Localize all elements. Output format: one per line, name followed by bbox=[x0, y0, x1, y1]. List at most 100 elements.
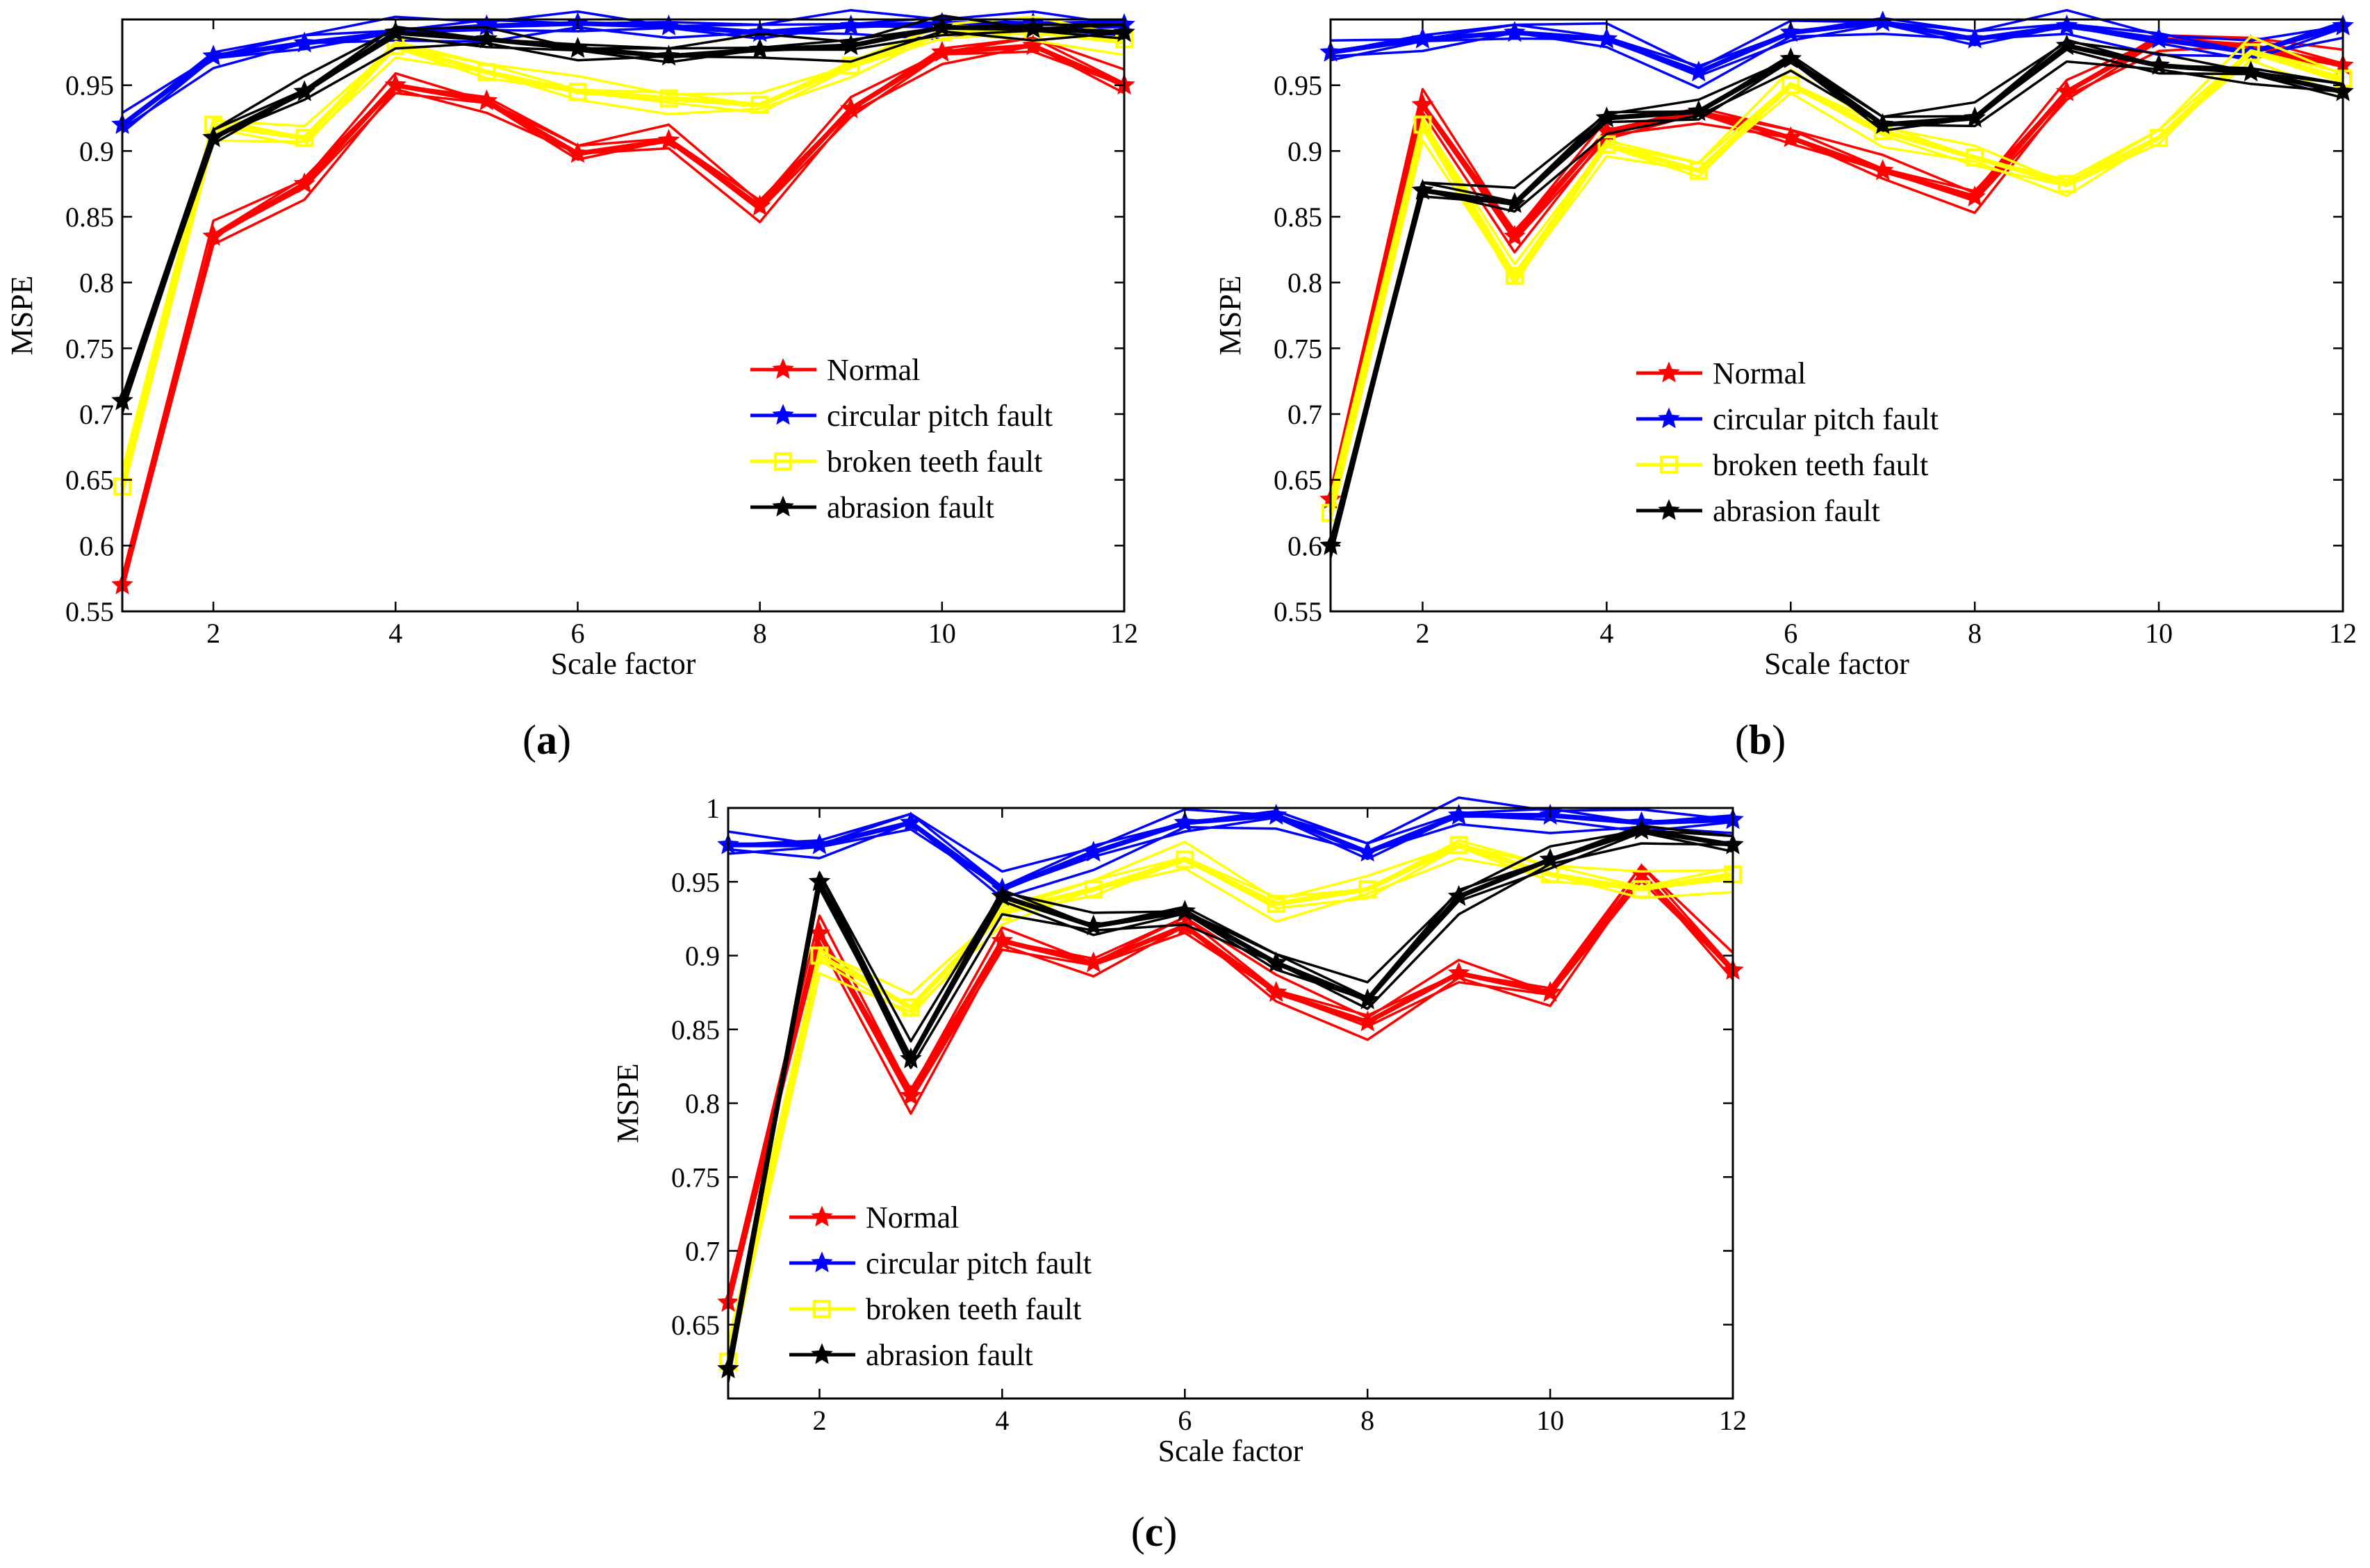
legend: Normal circular pitch fault broken teeth f… bbox=[1636, 356, 1939, 528]
y-tick-label: 0.8 bbox=[79, 267, 114, 299]
data-point bbox=[1411, 93, 1434, 115]
data-point bbox=[1411, 27, 1434, 49]
x-tick-label: 6 bbox=[570, 618, 584, 649]
data-point bbox=[1358, 880, 1377, 898]
data-point bbox=[1539, 980, 1561, 1002]
series-broken-teeth-fault bbox=[719, 836, 1742, 1371]
x-tick-label: 2 bbox=[812, 1405, 826, 1436]
data-point bbox=[991, 929, 1014, 950]
series-normal bbox=[111, 34, 1135, 595]
axes-frame bbox=[121, 18, 1126, 613]
series-normal bbox=[717, 862, 1744, 1312]
chart-panel-c: 2 4 6 8 10 12 0.65 0.7 0.75 0.8 0.85 0.9 0.95 1 Scale … bbox=[611, 793, 1747, 1555]
data-point bbox=[2150, 129, 2169, 147]
x-tick-label: 10 bbox=[2145, 618, 2173, 649]
legend-marker bbox=[772, 358, 794, 379]
data-point bbox=[568, 83, 587, 101]
y-tick-label: 0.65 bbox=[65, 465, 114, 496]
y-tick-label: 0.65 bbox=[1274, 465, 1322, 496]
data-point bbox=[202, 126, 224, 147]
y-tick-label: 0.6 bbox=[1287, 530, 1322, 561]
y-tick-label: 0.85 bbox=[671, 1014, 720, 1046]
data-point bbox=[841, 56, 860, 75]
series-line bbox=[1329, 38, 2344, 543]
data-point bbox=[1083, 914, 1105, 936]
panel-label: (a) bbox=[522, 717, 571, 763]
data-point bbox=[566, 142, 589, 163]
data-point bbox=[1539, 848, 1561, 869]
data-point bbox=[1630, 818, 1653, 840]
data-point bbox=[1632, 880, 1651, 898]
y-tick-label: 0.55 bbox=[65, 596, 114, 627]
legend-label: Normal bbox=[1713, 356, 1806, 390]
x-tick-label: 10 bbox=[1536, 1405, 1564, 1436]
legend-marker bbox=[1658, 499, 1680, 520]
panel-label: (b) bbox=[1735, 717, 1786, 763]
y-axis-label: MSPE bbox=[5, 276, 39, 356]
series-line bbox=[121, 15, 1125, 471]
plot-area bbox=[122, 19, 1124, 611]
x-tick-label: 2 bbox=[206, 618, 220, 649]
data-point bbox=[748, 195, 771, 216]
data-point bbox=[808, 833, 831, 855]
series-line bbox=[727, 841, 1734, 1344]
data-point bbox=[839, 14, 862, 35]
data-point bbox=[657, 44, 680, 66]
data-point bbox=[1595, 27, 1618, 49]
data-point bbox=[2055, 34, 2078, 56]
data-point bbox=[1781, 76, 1800, 94]
series-line bbox=[121, 30, 1125, 413]
y-tick-label: 0.9 bbox=[1287, 135, 1322, 167]
data-point bbox=[1265, 803, 1287, 825]
data-point bbox=[1084, 880, 1103, 898]
series-broken-teeth-fault bbox=[1322, 35, 2352, 522]
plot-area bbox=[728, 808, 1733, 1398]
data-point bbox=[1505, 267, 1524, 286]
y-tick-label: 0.8 bbox=[1287, 267, 1322, 299]
data-point bbox=[1447, 803, 1470, 825]
series-abrasion-fault bbox=[1319, 34, 2354, 558]
y-tick-label: 0.7 bbox=[79, 399, 114, 430]
data-point bbox=[295, 129, 314, 147]
data-point bbox=[657, 129, 680, 150]
data-point bbox=[1871, 113, 1894, 134]
data-point bbox=[1689, 161, 1708, 180]
series-line bbox=[727, 864, 1734, 1294]
legend-label: Normal bbox=[827, 353, 920, 387]
data-point bbox=[2055, 14, 2078, 35]
data-point bbox=[1779, 126, 1802, 147]
legend-marker bbox=[774, 452, 792, 470]
y-tick-label: 0.8 bbox=[685, 1088, 720, 1119]
legend-marker bbox=[1658, 407, 1680, 429]
series-line bbox=[728, 813, 1734, 892]
data-point bbox=[1174, 811, 1196, 832]
data-point bbox=[901, 998, 920, 1016]
data-point bbox=[384, 74, 407, 95]
data-point bbox=[1174, 900, 1196, 921]
data-point bbox=[1871, 159, 1894, 181]
data-point bbox=[1265, 951, 1287, 973]
data-point bbox=[1688, 99, 1710, 122]
data-point bbox=[808, 870, 831, 891]
series-circular-pitch-fault bbox=[717, 796, 1744, 900]
y-axis-label: MSPE bbox=[611, 1064, 645, 1144]
series-line bbox=[727, 829, 1734, 1369]
y-tick-label: 0.65 bbox=[671, 1310, 720, 1341]
legend: Normal circular pitch fault broken teeth f… bbox=[750, 353, 1053, 525]
legend-marker bbox=[813, 1300, 831, 1318]
x-axis-label: Scale factor bbox=[551, 647, 696, 681]
data-point bbox=[2055, 80, 2078, 101]
data-point bbox=[1964, 106, 1986, 128]
legend-label: Normal bbox=[866, 1200, 959, 1235]
x-axis-label: Scale factor bbox=[1158, 1434, 1303, 1468]
legend-label: circular pitch fault bbox=[827, 399, 1053, 433]
series-line bbox=[121, 23, 1124, 397]
x-axis-label: Scale factor bbox=[1764, 647, 1909, 681]
x-tick-label: 4 bbox=[388, 618, 402, 649]
x-tick-label: 8 bbox=[1360, 1405, 1374, 1436]
series-line bbox=[121, 36, 1125, 578]
data-point bbox=[1022, 17, 1044, 38]
data-point bbox=[2239, 60, 2262, 82]
data-point bbox=[1964, 27, 1986, 49]
x-tick-label: 12 bbox=[1110, 618, 1138, 649]
